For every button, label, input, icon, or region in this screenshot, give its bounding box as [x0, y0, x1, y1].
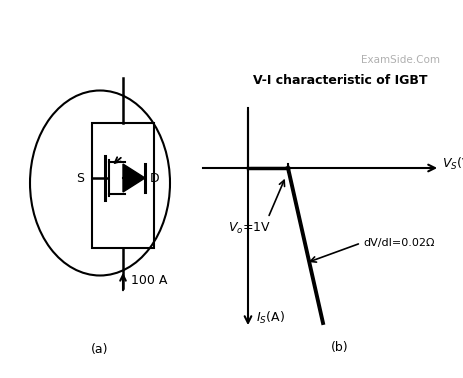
- Polygon shape: [123, 164, 144, 192]
- Text: ExamSide.Com: ExamSide.Com: [360, 55, 439, 65]
- Text: $V_S$(Volt): $V_S$(Volt): [441, 156, 463, 172]
- Text: V-I characteristic of IGBT: V-I characteristic of IGBT: [252, 73, 426, 87]
- Bar: [92, 123, 154, 248]
- Text: (b): (b): [331, 341, 348, 355]
- Text: D: D: [150, 172, 159, 184]
- Text: S: S: [76, 172, 84, 184]
- Text: (a): (a): [91, 344, 108, 356]
- Text: $V_o$=1V: $V_o$=1V: [227, 220, 270, 235]
- Text: 100 A: 100 A: [131, 274, 167, 287]
- Text: dV/dI=0.02Ω: dV/dI=0.02Ω: [362, 238, 433, 248]
- Text: $I_S$(A): $I_S$(A): [256, 310, 284, 326]
